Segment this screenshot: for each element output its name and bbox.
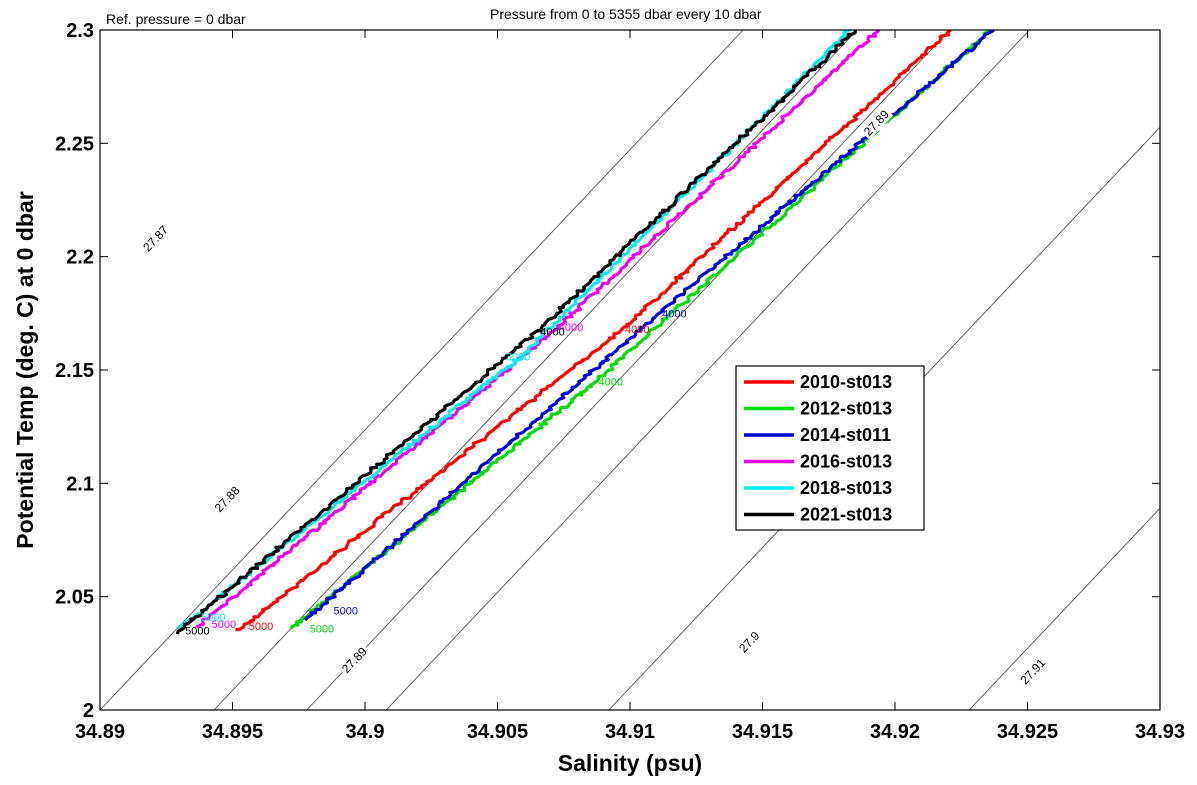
isopycnal-label-bg xyxy=(336,642,372,678)
y-tick-label: 2.05 xyxy=(55,587,94,609)
y-tick-label: 2.2 xyxy=(66,247,94,269)
pressure-label: 4000 xyxy=(662,308,686,320)
pressure-label: 5000 xyxy=(185,626,209,638)
pressure-label: 3000 xyxy=(506,351,530,363)
legend-entry: 2018-st013 xyxy=(800,478,892,498)
isopycnal-label-bg xyxy=(731,624,767,660)
isopycnal-label-bg xyxy=(1015,653,1050,689)
isopycnal-line xyxy=(306,30,951,710)
legend: 2010-st013 2012-st013 2014-st011 2016-st013… xyxy=(735,365,925,531)
y-tick-label: 2.25 xyxy=(55,133,94,155)
pressure-label: 4000 xyxy=(540,326,564,338)
x-tick-label: 34.92 xyxy=(870,721,920,743)
isopycnal-line xyxy=(100,30,744,710)
y-tick-label: 2 xyxy=(83,700,94,722)
isopycnal-layer xyxy=(100,30,1160,710)
x-tick-label: 34.925 xyxy=(997,721,1058,743)
x-tick-label: 34.91 xyxy=(605,721,655,743)
isopycnal-label-bg xyxy=(138,220,173,256)
x-tick-label: 34.895 xyxy=(202,721,263,743)
isopycnal-line xyxy=(968,507,1160,710)
isopycnal-line xyxy=(608,126,1160,710)
axis-ticks: 34.89 34.895 34.9 34.905 34.91 34.915 34.92 34.… xyxy=(55,20,1185,743)
pressure-label: 5000 xyxy=(334,605,358,617)
isopycnal-label-bg xyxy=(858,105,894,141)
series-layer xyxy=(175,30,995,635)
series-line-2010-st013 xyxy=(235,30,952,632)
legend-entry: 2010-st013 xyxy=(800,372,892,392)
legend-box xyxy=(735,365,925,531)
pressure-label: 5000 xyxy=(310,623,334,635)
series-line-2016-st013 xyxy=(195,30,881,629)
y-axis-label: Potential Temp (deg. C) at 0 dbar xyxy=(12,191,38,548)
x-tick-label: 34.93 xyxy=(1135,721,1185,743)
isopycnal-line xyxy=(213,30,858,710)
y-tick-label: 2.3 xyxy=(66,20,94,42)
legend-entry: 2012-st013 xyxy=(800,399,892,419)
plot-frame xyxy=(99,29,1161,711)
x-tick-label: 34.915 xyxy=(732,721,793,743)
series-line-2018-st013 xyxy=(177,30,851,630)
legend-entry: 2014-st011 xyxy=(800,425,891,445)
isopycnal-line xyxy=(385,30,1030,710)
x-axis-label: Salinity (psu) xyxy=(558,750,702,776)
x-tick-label: 34.905 xyxy=(467,721,528,743)
series-line-2021-st013 xyxy=(175,30,857,635)
pressure-label: 5000 xyxy=(201,612,225,624)
isopycnal-label-bg xyxy=(209,481,244,517)
pressure-label: 4000 xyxy=(599,376,623,388)
legend-entry: 2016-st013 xyxy=(800,452,892,472)
pressure-label: 4000 xyxy=(559,322,583,334)
chart-subtitle: Ref. pressure = 0 dbar xyxy=(106,11,246,27)
legend-entry: 2021-st013 xyxy=(800,505,892,525)
pressure-label: 5000 xyxy=(212,619,236,631)
pressure-label: 5000 xyxy=(249,621,273,633)
y-tick-label: 2.1 xyxy=(66,473,94,495)
chart-title: Pressure from 0 to 5355 dbar every 10 db… xyxy=(490,6,762,22)
x-tick-label: 34.9 xyxy=(346,721,385,743)
x-tick-label: 34.89 xyxy=(75,721,125,743)
y-tick-label: 2.15 xyxy=(55,360,94,382)
pressure-label: 4000 xyxy=(625,324,649,336)
